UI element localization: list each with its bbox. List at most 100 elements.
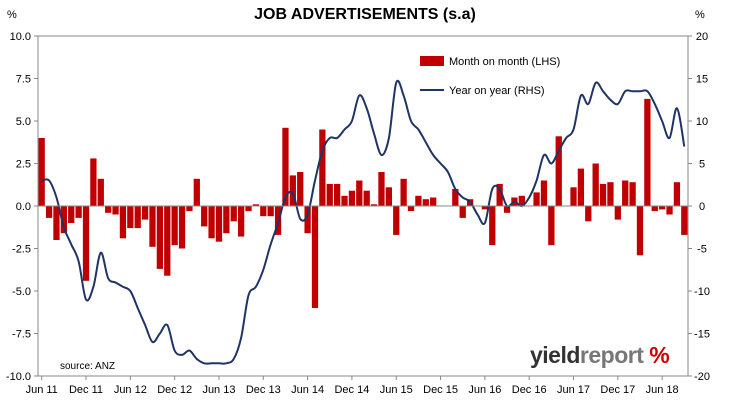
right-tick-label: 20 <box>696 31 708 43</box>
left-tick-label: 2.5 <box>16 159 31 171</box>
mom-bar <box>289 175 296 206</box>
mom-bar <box>548 206 555 246</box>
left-axis: -10.0 -7.5 -5.0 -2.5 0.0 2.5 5.0 7.5 10.0 <box>6 31 688 383</box>
mom-bar <box>385 187 392 206</box>
mom-bar <box>629 182 636 206</box>
legend: Month on month (LHS) Year on year (RHS) <box>420 56 560 97</box>
left-tick-label: 5.0 <box>16 116 31 128</box>
mom-bar <box>673 182 681 206</box>
left-tick-label: -10.0 <box>6 371 31 383</box>
right-tick-label: 0 <box>699 201 705 213</box>
left-tick-label: -5.0 <box>12 286 31 298</box>
right-tick-label: -15 <box>694 329 710 341</box>
mom-bar <box>127 206 134 229</box>
mom-bar <box>555 136 562 206</box>
mom-bar <box>311 206 319 308</box>
mom-bar <box>149 206 156 247</box>
x-tick-label: Jun 13 <box>202 384 235 396</box>
mom-bar <box>407 206 415 212</box>
left-unit: % <box>7 9 17 21</box>
mom-bar <box>245 206 252 212</box>
mom-bar <box>105 206 112 213</box>
mom-bar <box>370 204 378 206</box>
mom-bar <box>422 199 429 206</box>
mom-bar <box>585 206 592 222</box>
mom-bar <box>659 206 666 210</box>
mom-bar <box>90 158 97 206</box>
mom-bar <box>223 206 230 234</box>
chart-title: JOB ADVERTISEMENTS (s.a) <box>254 6 476 23</box>
left-tick-label: 0.0 <box>16 201 31 213</box>
x-tick-label: Jun 14 <box>291 384 324 396</box>
mom-bar <box>622 180 629 206</box>
mom-bars <box>38 98 688 308</box>
mom-bar <box>156 206 164 269</box>
mom-bar <box>363 190 370 206</box>
mom-bar <box>38 138 45 206</box>
mom-bar <box>112 206 119 215</box>
mom-bar <box>341 195 348 206</box>
mom-bar <box>267 206 274 217</box>
legend-label-line: Year on year (RHS) <box>449 85 545 97</box>
x-axis: Jun 11 Dec 11 Jun 12 Dec 12 Jun 13 Dec 13 Jun … <box>26 205 688 396</box>
mom-bar <box>178 206 186 249</box>
mom-bar <box>459 206 466 218</box>
mom-bar <box>282 127 289 206</box>
mom-bar <box>297 172 304 206</box>
mom-bar <box>75 206 82 218</box>
mom-bar <box>171 206 178 246</box>
x-tick-label: Jun 11 <box>26 384 58 396</box>
source-note: source: ANZ <box>60 361 115 372</box>
x-tick-label: Dec 15 <box>423 384 458 396</box>
mom-bar <box>378 172 385 206</box>
mom-bar <box>614 206 621 220</box>
x-tick-label: Jun 18 <box>646 384 679 396</box>
mom-bar <box>636 206 644 256</box>
mom-bar <box>334 183 341 206</box>
mom-bar <box>533 192 540 206</box>
mom-bar <box>415 195 422 206</box>
x-tick-label: Jun 16 <box>468 384 501 396</box>
left-tick-label: -7.5 <box>12 329 31 341</box>
mom-bar <box>666 206 673 215</box>
mom-bar <box>260 206 267 217</box>
right-tick-label: 15 <box>696 74 708 86</box>
mom-bar <box>319 129 326 206</box>
mom-bar <box>201 206 208 227</box>
mom-bar <box>518 195 525 206</box>
mom-bar <box>119 206 127 239</box>
mom-bar <box>193 178 200 206</box>
mom-bar <box>570 187 577 206</box>
x-tick-label: Dec 12 <box>157 384 192 396</box>
mom-bar <box>540 180 548 206</box>
right-tick-label: -5 <box>697 244 707 256</box>
x-tick-label: Jun 17 <box>557 384 590 396</box>
mom-bar <box>400 178 407 206</box>
left-tick-label: -2.5 <box>12 244 31 256</box>
mom-bar <box>430 197 437 206</box>
yoy-line <box>41 79 686 365</box>
mom-bar <box>489 206 496 246</box>
legend-label-bar: Month on month (LHS) <box>449 56 560 68</box>
mom-bar <box>252 204 260 206</box>
mom-bar <box>186 206 193 212</box>
mom-bar <box>393 206 400 235</box>
mom-bar <box>503 206 511 213</box>
mom-bar <box>45 206 53 218</box>
mom-bar <box>215 206 223 242</box>
mom-bar <box>230 206 237 222</box>
right-unit: % <box>695 9 705 21</box>
x-tick-label: Jun 15 <box>380 384 413 396</box>
right-tick-label: -20 <box>694 371 710 383</box>
mom-bar <box>481 206 489 210</box>
mom-bar <box>681 206 688 235</box>
mom-bar <box>348 190 356 206</box>
mom-bar <box>607 182 614 206</box>
mom-bar <box>237 206 245 237</box>
mom-bar <box>164 206 171 276</box>
x-tick-label: Dec 16 <box>512 384 547 396</box>
legend-swatch-bar <box>420 56 444 66</box>
x-tick-label: Dec 14 <box>334 384 369 396</box>
x-tick-label: Dec 11 <box>69 384 103 396</box>
mom-bar <box>141 206 149 220</box>
